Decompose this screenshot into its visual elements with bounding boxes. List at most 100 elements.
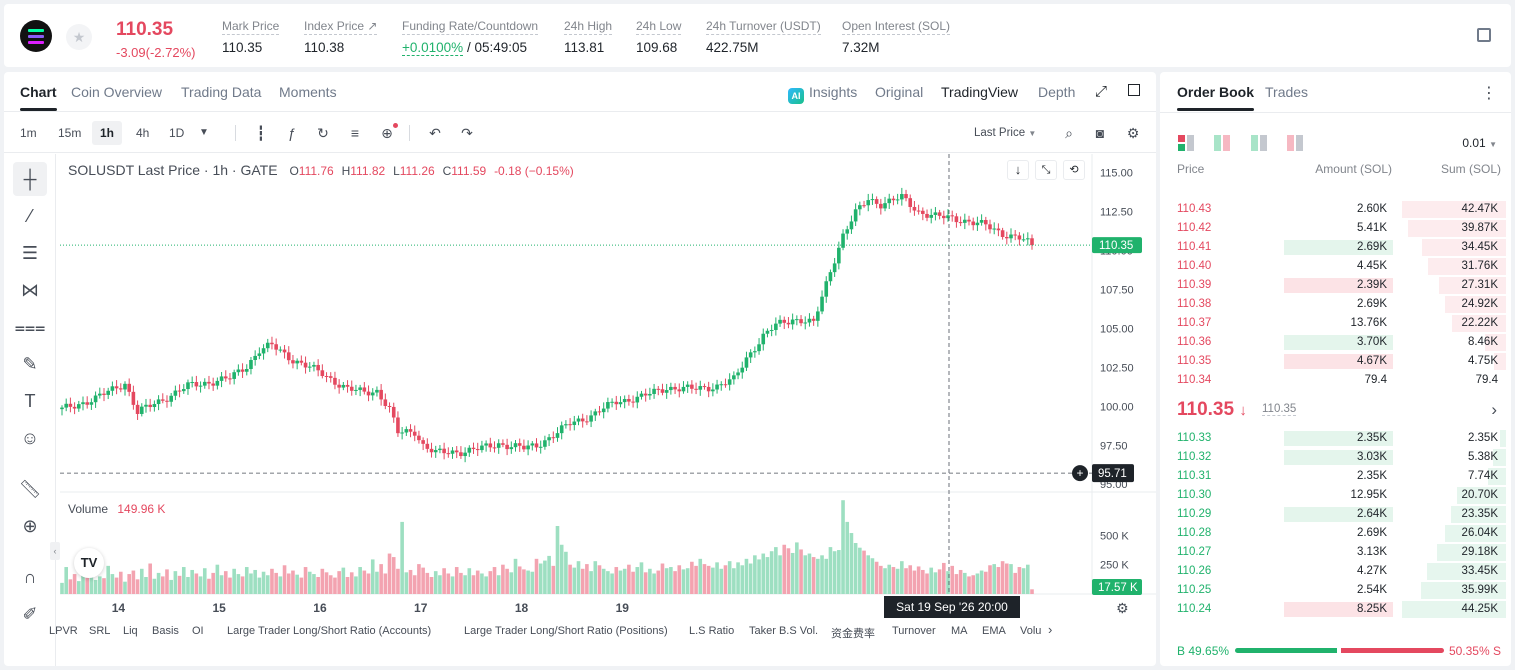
emoji-tool-icon[interactable]: ☺ — [20, 428, 40, 448]
prediction-tool-icon[interactable]: ⩶ — [14, 317, 46, 337]
indicator-ema[interactable]: EMA — [982, 625, 1006, 637]
indicator-oi[interactable]: OI — [192, 625, 204, 637]
indicators-icon[interactable]: ƒ — [288, 125, 296, 141]
timeframe-1h[interactable]: 1h — [92, 121, 123, 145]
pattern-tool-icon[interactable]: ⋈ — [21, 280, 39, 300]
volume-bar — [396, 568, 400, 594]
brush-tool-icon[interactable]: ✎ — [22, 354, 38, 374]
expand-icon[interactable]: ⤢ — [1094, 83, 1107, 100]
camera-icon[interactable]: ◙ — [1095, 125, 1105, 141]
candle-body — [610, 401, 614, 403]
book-view-asks-icon[interactable] — [1287, 135, 1303, 151]
bid-row[interactable]: 110.24 8.25K 44.25K — [1160, 600, 1511, 619]
tab-insights[interactable]: AI Insights — [788, 84, 857, 104]
candle-body — [425, 443, 430, 449]
book-view-split-icon[interactable] — [1214, 135, 1230, 151]
tab-chart[interactable]: Chart — [12, 84, 65, 111]
candle-body — [1021, 239, 1026, 241]
tab-order-book[interactable]: Order Book — [1169, 84, 1262, 111]
bid-row[interactable]: 110.27 3.13K 29.18K — [1160, 543, 1511, 562]
ask-row[interactable]: 110.41 2.69K 34.45K — [1160, 238, 1511, 257]
book-icon[interactable] — [1477, 28, 1491, 42]
tab-moments[interactable]: Moments — [279, 84, 337, 100]
bid-row[interactable]: 110.32 3.03K 5.38K — [1160, 448, 1511, 467]
tab-trades[interactable]: Trades — [1265, 84, 1309, 100]
trendline-tool-icon[interactable]: ⁄ — [28, 206, 32, 226]
bid-row[interactable]: 110.25 2.54K 35.99K — [1160, 581, 1511, 600]
search-icon[interactable]: ⌕ — [1065, 125, 1073, 141]
ask-row[interactable]: 110.35 4.67K 4.75K — [1160, 352, 1511, 371]
indicator-turnover[interactable]: Turnover — [892, 625, 936, 637]
collapse-icon[interactable]: ⤡ — [1035, 160, 1057, 180]
bid-row[interactable]: 110.33 2.35K 2.35K — [1160, 429, 1511, 448]
fib-tool-icon[interactable]: ☰ — [21, 243, 39, 263]
bid-row[interactable]: 110.31 2.35K 7.74K — [1160, 467, 1511, 486]
bid-row[interactable]: 110.26 4.27K 33.45K — [1160, 562, 1511, 581]
collapse-toolbar-icon[interactable]: ‹ — [50, 542, 60, 560]
magnet-tool-icon[interactable]: ∩ — [23, 567, 37, 587]
indicator-ls-accounts[interactable]: Large Trader Long/Short Ratio (Accounts) — [227, 625, 432, 637]
text-tool-icon[interactable]: T — [24, 391, 36, 411]
ruler-tool-icon[interactable]: 📏︎ — [18, 479, 42, 499]
stat-index-price[interactable]: Index Price ↗ 110.38 — [304, 19, 378, 55]
book-view-both-icon[interactable] — [1178, 135, 1194, 151]
tab-trading-data[interactable]: Trading Data — [181, 84, 262, 100]
volume-bar — [442, 568, 446, 594]
indicator-srl[interactable]: SRL — [89, 625, 111, 637]
tradingview-logo-icon[interactable]: TV — [74, 548, 104, 578]
timeframe-1d[interactable]: 1D — [169, 126, 185, 140]
ask-row[interactable]: 110.39 2.39K 27.31K — [1160, 276, 1511, 295]
indicator-lpvr[interactable]: LPVR — [49, 625, 78, 637]
scroll-down-icon[interactable]: ↓ — [1007, 160, 1029, 180]
pen-tool-icon[interactable]: ✐ — [22, 604, 38, 624]
indicator-taker-vol[interactable]: Taker B.S Vol. — [749, 625, 819, 637]
price-type-select[interactable]: Last Price ▼ — [974, 127, 1037, 139]
more-icon[interactable]: ⋮ — [1481, 85, 1497, 102]
template-icon[interactable]: ≡ — [350, 125, 360, 141]
bid-row[interactable]: 110.30 12.95K 20.70K — [1160, 486, 1511, 505]
indicator-basis[interactable]: Basis — [152, 625, 179, 637]
bid-row[interactable]: 110.28 2.69K 26.04K — [1160, 524, 1511, 543]
time-axis-settings-icon[interactable]: ⚙ — [1116, 600, 1129, 616]
buy-ratio: B 49.65% — [1177, 644, 1230, 658]
precision-select[interactable]: 0.01 ▼ — [1462, 136, 1497, 150]
row-sum: 35.99K — [1461, 584, 1498, 596]
indicator-ma[interactable]: MA — [951, 625, 968, 637]
indicator-volume[interactable]: Volu — [1020, 625, 1042, 637]
crosshair-tool-icon[interactable]: ┼ — [13, 162, 47, 196]
ask-row[interactable]: 110.40 4.45K 31.76K — [1160, 257, 1511, 276]
gear-icon[interactable]: ⚙ — [1126, 125, 1140, 141]
ask-row[interactable]: 110.43 2.60K 42.47K — [1160, 200, 1511, 219]
bid-row[interactable]: 110.29 2.64K 23.35K — [1160, 505, 1511, 524]
tab-coin-overview[interactable]: Coin Overview — [71, 84, 163, 100]
book-view-bids-icon[interactable] — [1251, 135, 1267, 151]
scroll-right-icon[interactable]: › — [1048, 622, 1053, 637]
zoom-tool-icon[interactable]: ⊕ — [22, 516, 38, 536]
ask-row[interactable]: 110.42 5.41K 39.87K — [1160, 219, 1511, 238]
tab-original[interactable]: Original — [875, 84, 924, 100]
candle-type-icon[interactable]: ┇ — [256, 125, 266, 141]
ask-row[interactable]: 110.38 2.69K 24.92K — [1160, 295, 1511, 314]
replay-icon[interactable]: ↻ — [317, 125, 329, 141]
timeframe-15m[interactable]: 15m — [58, 126, 82, 140]
chevron-right-icon[interactable]: › — [1491, 400, 1497, 419]
tab-depth[interactable]: Depth — [1038, 84, 1076, 100]
ask-row[interactable]: 110.36 3.70K 8.46K — [1160, 333, 1511, 352]
candle-body — [354, 389, 358, 391]
tab-tradingview[interactable]: TradingView — [941, 84, 1019, 100]
add-alert-icon[interactable]: ⊕ — [379, 123, 398, 141]
timeframe-dropdown-icon[interactable]: ▼ — [199, 127, 209, 138]
indicator-ls-positions[interactable]: Large Trader Long/Short Ratio (Positions… — [464, 625, 668, 637]
undo-icon[interactable]: ↶ — [429, 125, 441, 141]
ask-row[interactable]: 110.34 79.4 79.4 — [1160, 371, 1511, 390]
ask-row[interactable]: 110.37 13.76K 22.22K — [1160, 314, 1511, 333]
reset-scale-icon[interactable]: ⟲ — [1063, 160, 1085, 180]
timeframe-1m[interactable]: 1m — [20, 126, 37, 140]
favorite-star-icon[interactable]: ★ — [66, 24, 92, 50]
timeframe-4h[interactable]: 4h — [136, 126, 150, 140]
redo-icon[interactable]: ↷ — [461, 125, 473, 141]
indicator-ls-ratio[interactable]: L.S Ratio — [689, 625, 735, 637]
indicator-liq[interactable]: Liq — [123, 625, 138, 637]
indicator-funding-rate[interactable]: 资金费率 — [831, 628, 875, 640]
window-icon[interactable] — [1126, 84, 1142, 100]
